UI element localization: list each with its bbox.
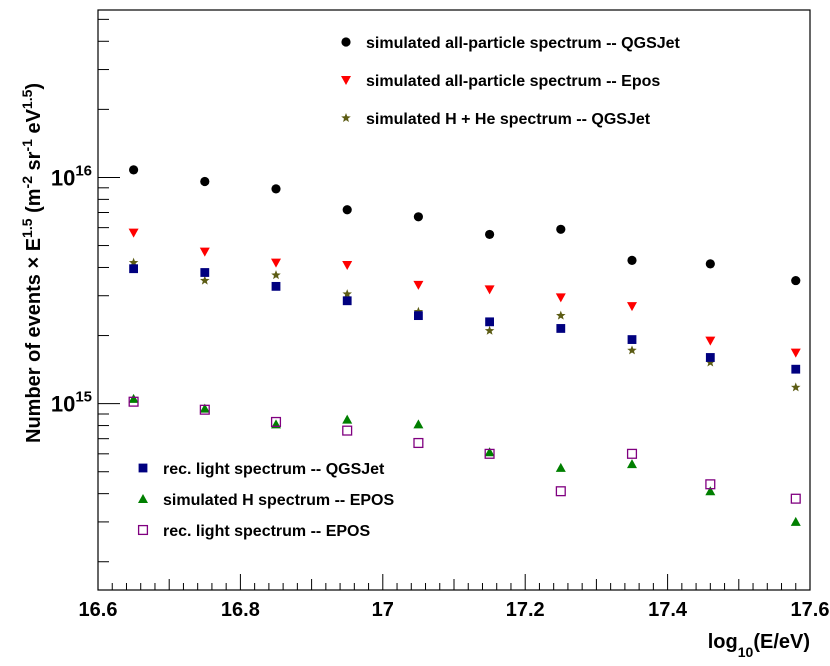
data-point	[129, 264, 138, 274]
data-point	[342, 414, 353, 424]
data-point	[791, 382, 801, 392]
data-point	[128, 396, 139, 407]
data-point	[627, 459, 637, 469]
x-tick-label: 17.6	[791, 599, 830, 621]
data-point	[555, 462, 566, 472]
plot-frame	[97, 9, 811, 591]
legend-marker	[138, 494, 148, 503]
data-point	[705, 353, 715, 362]
y-tick-label: 1015	[51, 389, 92, 417]
data-point	[705, 259, 715, 269]
y-tick-label: 1016	[51, 162, 92, 190]
data-point	[705, 357, 716, 367]
data-point	[626, 448, 638, 459]
legend-label: rec. light spectrum -- QGSJet	[163, 461, 385, 478]
x-axis-label: log10(E/eV)	[708, 631, 810, 660]
data-point	[791, 364, 801, 374]
legend-bottom: rec. light spectrum -- QGSJet simulated H…	[137, 461, 394, 540]
data-point	[342, 296, 352, 306]
data-point	[270, 416, 282, 427]
data-point	[271, 281, 281, 291]
data-point	[556, 324, 566, 333]
data-point	[484, 285, 495, 295]
data-point	[342, 205, 352, 215]
data-point	[484, 448, 495, 459]
data-point	[627, 255, 637, 265]
data-point	[790, 348, 801, 358]
data-point	[342, 261, 353, 271]
legend-marker	[341, 76, 351, 85]
data-point	[128, 393, 139, 403]
data-point	[413, 437, 424, 449]
data-point	[627, 302, 637, 312]
data-point	[484, 447, 495, 457]
data-point	[199, 403, 210, 413]
data-point	[413, 212, 423, 222]
data-point	[555, 486, 566, 497]
data-point	[199, 404, 210, 415]
data-point	[705, 486, 716, 496]
data-point	[556, 310, 566, 320]
data-points	[128, 165, 801, 526]
y-axis-label: Number of events × E1.5 (m-2 sr-1 eV1.5)	[19, 83, 45, 443]
data-point	[791, 275, 801, 286]
data-point	[790, 493, 801, 504]
data-point	[627, 335, 637, 344]
data-point	[200, 268, 210, 277]
data-point	[556, 224, 566, 234]
data-point	[413, 419, 424, 429]
legend-marker	[137, 524, 149, 536]
data-point	[413, 306, 424, 316]
data-point	[555, 293, 566, 303]
x-tick-label: 16.8	[221, 599, 260, 621]
data-point	[200, 275, 210, 285]
legend-label: simulated H + He spectrum -- QGSJet	[366, 111, 651, 128]
data-point	[484, 325, 495, 335]
data-point	[705, 336, 716, 346]
data-point	[342, 289, 352, 299]
legend-top: simulated all-particle spectrum -- QGSJe…	[341, 35, 681, 128]
data-point	[128, 257, 139, 267]
data-point	[790, 516, 801, 526]
legend-label: rec. light spectrum -- EPOS	[163, 523, 370, 540]
data-point	[627, 345, 637, 355]
data-point	[271, 270, 281, 280]
data-point	[342, 425, 353, 436]
data-point	[705, 479, 716, 490]
data-point	[199, 247, 210, 257]
legend-label: simulated all-particle spectrum -- QGSJe…	[366, 35, 681, 52]
data-point	[271, 184, 281, 194]
x-tick-label: 16.6	[79, 599, 118, 621]
x-tick-label: 17.4	[648, 599, 688, 621]
legend-marker	[341, 37, 351, 47]
data-point	[271, 258, 281, 268]
data-point	[414, 311, 423, 321]
legend-label: simulated all-particle spectrum -- Epos	[366, 73, 660, 90]
data-point	[129, 165, 139, 175]
data-point	[128, 228, 139, 238]
data-point	[485, 229, 495, 240]
x-tick-label: 17.2	[506, 599, 545, 621]
axis-ticks: 16.6 16.8 17 17.2 17.4 17.6 1015 1016	[51, 18, 830, 621]
data-point	[200, 176, 210, 187]
legend-label: simulated H spectrum -- EPOS	[163, 492, 394, 509]
legend-marker	[341, 113, 351, 123]
x-tick-label: 17	[372, 599, 394, 621]
legend-marker	[138, 463, 148, 473]
data-point	[485, 317, 494, 327]
data-point	[413, 280, 424, 290]
